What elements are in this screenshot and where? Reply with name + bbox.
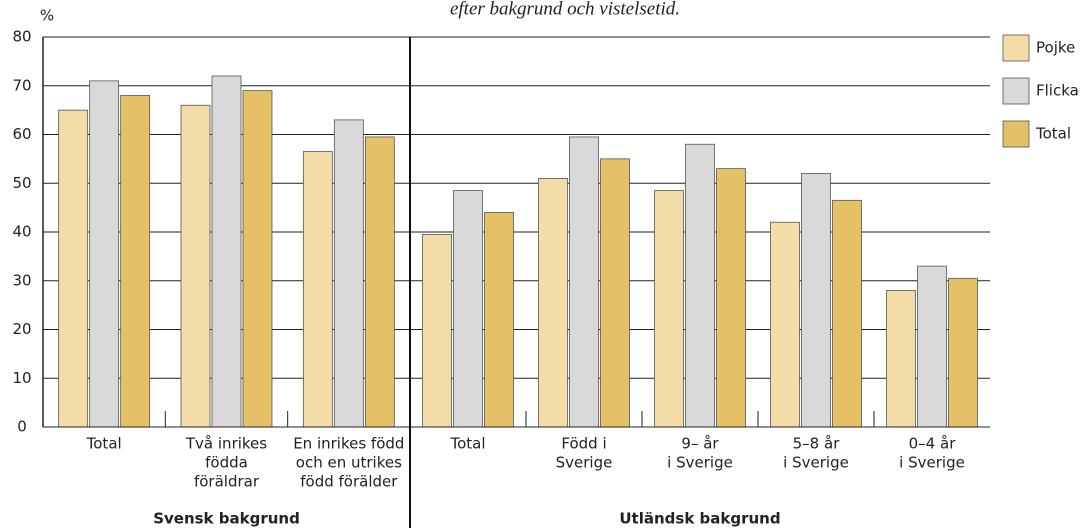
y-tick-label: 60 (12, 125, 31, 143)
bar (948, 277, 978, 428)
bar (770, 221, 800, 428)
x-tick-label: Total (86, 435, 122, 453)
bar (886, 290, 916, 428)
bar (120, 95, 151, 428)
chart-title: efter bakgrund och vistelsetid. (450, 0, 680, 19)
x-tick-label: i Sverige (899, 454, 965, 472)
bar (180, 104, 211, 428)
bar (89, 80, 120, 428)
x-tick-label: En inrikes född (293, 435, 404, 453)
bar (422, 234, 452, 428)
bar (538, 177, 568, 428)
bar (917, 265, 947, 428)
x-tick-label: född förälder (300, 473, 398, 491)
group-label: Svensk bakgrund (153, 510, 300, 528)
bar (58, 109, 89, 428)
legend-swatch (1002, 34, 1030, 62)
x-tick-label: föräldrar (194, 473, 260, 491)
y-tick-label: 70 (12, 76, 31, 94)
y-tick-label: 50 (12, 174, 31, 192)
x-tick-label: Sverige (556, 454, 613, 472)
x-tick-label: Två inrikes (185, 435, 267, 453)
x-tick-label: och en utrikes (296, 454, 402, 472)
legend-swatch (1002, 120, 1030, 148)
y-tick-label: 0 (17, 418, 27, 436)
y-tick-label: 40 (12, 223, 31, 241)
x-tick-label: i Sverige (783, 454, 849, 472)
legend-label: Flicka (1036, 82, 1079, 100)
bar (242, 90, 273, 428)
bar (654, 190, 684, 428)
bar (484, 212, 514, 428)
bar (211, 75, 242, 428)
x-tick-label: födda (205, 454, 248, 472)
y-tick-label: 30 (12, 271, 31, 289)
y-tick-label: 80 (12, 28, 31, 46)
bar (569, 136, 599, 428)
bar (333, 119, 364, 428)
bar (453, 190, 483, 428)
bar (364, 136, 395, 428)
legend-swatch (1002, 77, 1030, 105)
bar (716, 168, 746, 428)
bar (600, 158, 630, 428)
x-tick-label: 9– år (681, 435, 719, 453)
legend-label: Total (1035, 125, 1071, 143)
group-label: Utländsk bakgrund (619, 510, 780, 528)
x-tick-label: 5–8 år (793, 435, 841, 453)
x-tick-label: i Sverige (667, 454, 733, 472)
bar (832, 199, 862, 428)
x-tick-label: Total (449, 435, 485, 453)
y-axis-label: % (40, 7, 54, 25)
y-tick-label: 20 (12, 320, 31, 338)
x-tick-label: Född i (561, 435, 606, 453)
bar (302, 151, 333, 428)
bar (685, 143, 715, 428)
bar (801, 173, 831, 428)
x-tick-label: 0–4 år (909, 435, 957, 453)
legend-label: Pojke (1036, 39, 1075, 57)
y-tick-label: 10 (12, 369, 31, 387)
